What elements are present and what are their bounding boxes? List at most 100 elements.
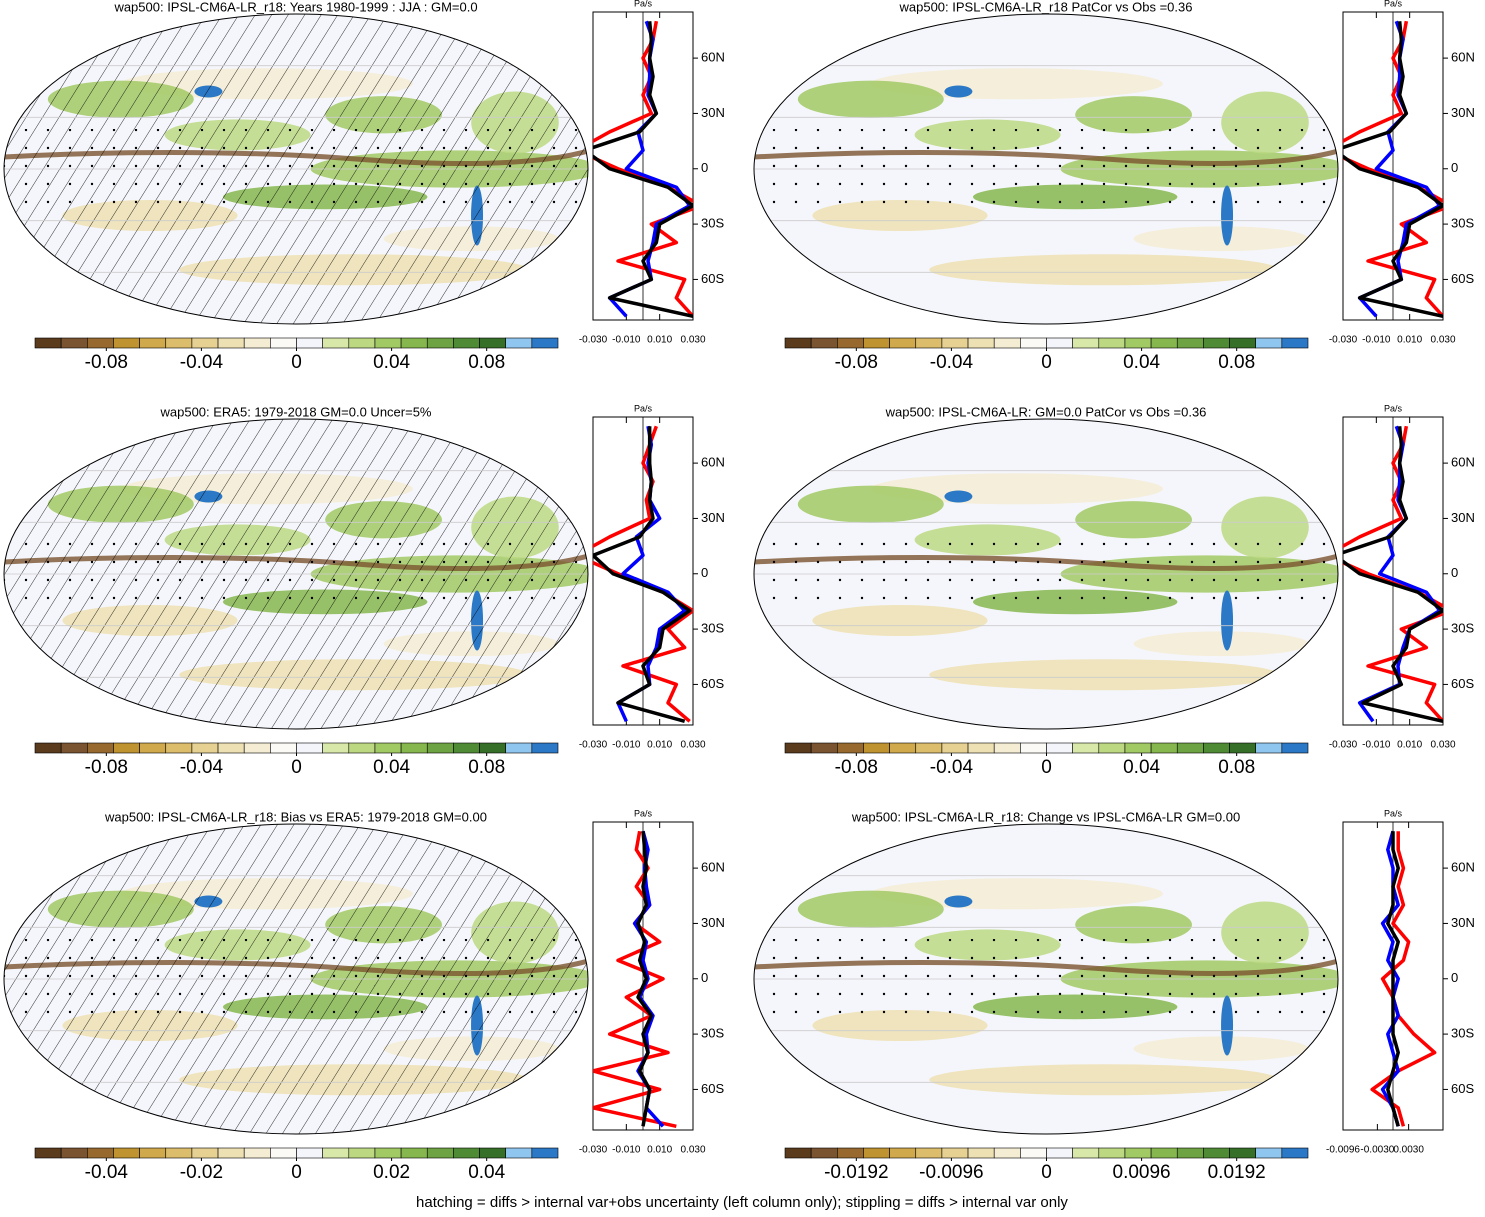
colorbar-tick-label: 0.08 xyxy=(468,757,505,778)
colorbar-box xyxy=(374,1147,402,1159)
colorbar-box xyxy=(322,1147,350,1159)
colorbar-box xyxy=(863,742,890,754)
map-blob xyxy=(1133,1036,1309,1062)
colorbar-tick-label: 0.04 xyxy=(1123,757,1160,778)
colorbar-box xyxy=(1203,1147,1230,1159)
colorbar-box xyxy=(531,1147,559,1159)
colorbar-tick-label: -0.04 xyxy=(180,757,224,778)
colorbar-box xyxy=(453,1147,480,1159)
panel-title: wap500: IPSL-CM6A-LR_r18 PatCor vs Obs =… xyxy=(898,0,1192,14)
colorbar-tick-label: 0 xyxy=(1041,352,1052,373)
profile-line xyxy=(593,20,693,318)
colorbar-box xyxy=(993,742,1021,754)
colorbar-box xyxy=(863,337,890,349)
colorbar-box xyxy=(505,1147,533,1159)
footer: hatching = diffs > internal var+obs unce… xyxy=(416,1194,1068,1211)
x-tick-label: 0.010 xyxy=(1397,740,1422,751)
panel-title: wap500: IPSL-CM6A-LR: GM=0.0 PatCor vs O… xyxy=(885,404,1207,419)
x-tick-label: 0.010 xyxy=(1397,335,1422,346)
colorbar-box xyxy=(1281,1147,1309,1159)
colorbar-box xyxy=(1020,337,1047,349)
y-tick-label: 0 xyxy=(701,565,708,580)
x-tick-label: -0.010 xyxy=(612,335,641,346)
colorbar-box xyxy=(400,742,428,754)
colorbar-tick-label: 0 xyxy=(291,1162,302,1183)
colorbar-box xyxy=(1203,337,1230,349)
y-tick-label: 30N xyxy=(701,915,725,930)
profile-line xyxy=(593,425,693,723)
colorbar-box xyxy=(836,1147,864,1159)
colorbar-box xyxy=(531,337,559,349)
colorbar-box xyxy=(453,742,480,754)
y-tick-label: 30S xyxy=(701,1026,724,1041)
y-tick-label: 30S xyxy=(1451,216,1474,231)
x-tick-label: -0.030 xyxy=(579,1145,608,1156)
map-blob xyxy=(1133,226,1309,252)
colorbar-box xyxy=(810,337,838,349)
y-tick-label: 60S xyxy=(1451,1081,1474,1096)
colorbar-box xyxy=(1098,742,1126,754)
y-tick-label: 30S xyxy=(1451,1026,1474,1041)
colorbar-box xyxy=(87,337,114,349)
colorbar-box xyxy=(915,337,943,349)
colorbar-box xyxy=(322,337,350,349)
map-blob xyxy=(929,1064,1280,1096)
colorbar-box xyxy=(34,1147,62,1159)
y-tick-label: 60S xyxy=(1451,271,1474,286)
colorbar-box xyxy=(60,742,88,754)
colorbar-box xyxy=(1150,337,1178,349)
panel-title: wap500: IPSL-CM6A-LR_r18: Years 1980-199… xyxy=(113,0,477,14)
colorbar-box xyxy=(243,1147,271,1159)
y-tick-label: 0 xyxy=(1451,160,1458,175)
colorbar-box xyxy=(87,1147,114,1159)
colorbar-tick-label: -0.0192 xyxy=(824,1162,888,1183)
colorbar-box xyxy=(270,742,297,754)
map-blob xyxy=(929,659,1280,691)
colorbar-box xyxy=(1229,742,1257,754)
y-tick-label: 60S xyxy=(701,676,724,691)
x-tick-label: -0.030 xyxy=(1329,335,1358,346)
colorbar-box xyxy=(1229,1147,1257,1159)
y-tick-label: 30N xyxy=(1451,510,1475,525)
colorbar-box xyxy=(967,1147,995,1159)
colorbar-box xyxy=(1176,337,1204,349)
colorbar-box xyxy=(967,337,995,349)
colorbar-box xyxy=(270,1147,297,1159)
y-tick-label: 30S xyxy=(701,216,724,231)
y-tick-label: 60N xyxy=(1451,860,1475,875)
colorbar-box xyxy=(191,742,219,754)
colorbar-box xyxy=(505,742,533,754)
y-tick-label: 60N xyxy=(1451,50,1475,65)
y-tick-label: 0 xyxy=(1451,565,1458,580)
colorbar-box xyxy=(296,1147,323,1159)
map-blob xyxy=(1075,501,1192,539)
map xyxy=(4,419,588,729)
map-border xyxy=(753,13,1339,325)
profile-unit: Pa/s xyxy=(634,403,653,413)
colorbar-box xyxy=(1072,742,1100,754)
x-tick-label: -0.030 xyxy=(1329,740,1358,751)
colorbar-box xyxy=(1020,1147,1047,1159)
colorbar-box xyxy=(453,337,480,349)
y-tick-label: 60S xyxy=(701,271,724,286)
colorbar-box xyxy=(348,1147,376,1159)
colorbar-box xyxy=(322,742,350,754)
profile-line xyxy=(593,21,693,319)
profile-line xyxy=(1386,831,1400,1127)
x-tick-label: 0.030 xyxy=(1430,740,1455,751)
map-blob xyxy=(870,473,1163,505)
colorbar-tick-label: 0.08 xyxy=(1218,352,1255,373)
colorbar-box xyxy=(1098,1147,1126,1159)
colorbar-box xyxy=(1229,337,1257,349)
y-tick-label: 30S xyxy=(1451,621,1474,636)
colorbar-box xyxy=(191,1147,219,1159)
colorbar-box xyxy=(915,742,943,754)
x-tick-label: 0.030 xyxy=(1430,335,1455,346)
colorbar-tick-label: 0.04 xyxy=(468,1162,505,1183)
colorbar-box xyxy=(1281,742,1309,754)
colorbar-box xyxy=(139,337,167,349)
colorbar-box xyxy=(243,337,271,349)
x-tick-label: -0.010 xyxy=(1362,740,1391,751)
colorbar-box xyxy=(139,742,167,754)
colorbar-tick-label: -0.02 xyxy=(180,1162,223,1183)
